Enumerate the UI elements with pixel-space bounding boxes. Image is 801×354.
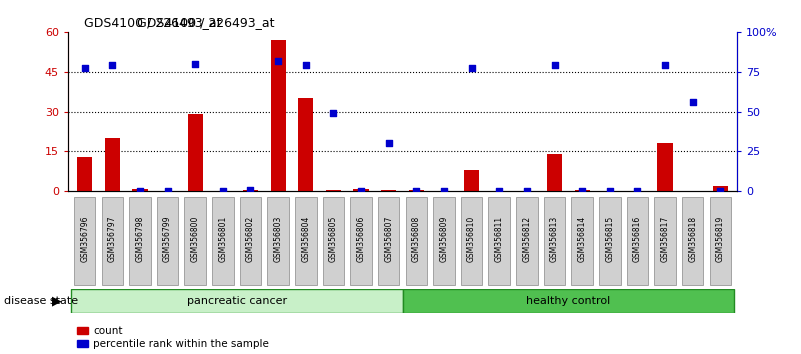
Point	[355, 188, 368, 194]
Text: healthy control: healthy control	[526, 296, 610, 306]
Text: GSM356812: GSM356812	[522, 216, 531, 262]
Text: GSM356814: GSM356814	[578, 216, 586, 262]
Point	[410, 188, 423, 194]
Point	[78, 66, 91, 72]
Point	[216, 188, 229, 194]
Point	[576, 188, 589, 194]
Text: GSM356809: GSM356809	[440, 216, 449, 262]
Bar	[132, 188, 147, 191]
Text: pancreatic cancer: pancreatic cancer	[187, 296, 287, 306]
Point	[658, 62, 671, 68]
Point	[603, 188, 616, 194]
Text: GSM356802: GSM356802	[246, 216, 255, 262]
Text: GSM356806: GSM356806	[356, 216, 365, 262]
Text: GSM356800: GSM356800	[191, 216, 199, 262]
Point	[189, 61, 202, 67]
FancyBboxPatch shape	[682, 198, 703, 285]
Text: ▶: ▶	[52, 295, 62, 307]
Bar	[353, 188, 368, 191]
FancyBboxPatch shape	[268, 198, 289, 285]
Point	[244, 187, 257, 193]
FancyBboxPatch shape	[295, 198, 316, 285]
Point	[134, 188, 147, 194]
Point	[493, 188, 505, 194]
Point	[465, 66, 478, 72]
Text: GSM356811: GSM356811	[495, 216, 504, 262]
Text: GSM356816: GSM356816	[633, 216, 642, 262]
Point	[327, 110, 340, 116]
FancyBboxPatch shape	[599, 198, 621, 285]
FancyBboxPatch shape	[461, 198, 482, 285]
FancyBboxPatch shape	[544, 198, 566, 285]
Text: GSM356797: GSM356797	[108, 216, 117, 262]
FancyBboxPatch shape	[378, 198, 400, 285]
FancyBboxPatch shape	[129, 198, 151, 285]
FancyBboxPatch shape	[350, 198, 372, 285]
FancyBboxPatch shape	[571, 198, 593, 285]
FancyBboxPatch shape	[433, 198, 455, 285]
Point	[382, 141, 395, 146]
Text: GSM356804: GSM356804	[301, 216, 310, 262]
Text: GDS4100 / 226493_at: GDS4100 / 226493_at	[137, 16, 275, 29]
Text: GSM356808: GSM356808	[412, 216, 421, 262]
FancyBboxPatch shape	[212, 198, 234, 285]
FancyBboxPatch shape	[710, 198, 731, 285]
Bar	[713, 186, 728, 191]
FancyBboxPatch shape	[626, 198, 648, 285]
Bar	[77, 156, 92, 191]
Text: GSM356817: GSM356817	[661, 216, 670, 262]
Point	[300, 62, 312, 68]
Point	[437, 188, 450, 194]
Bar	[243, 190, 258, 191]
Text: disease state: disease state	[4, 296, 78, 306]
Point	[521, 188, 533, 194]
Bar	[409, 190, 424, 191]
Legend: count, percentile rank within the sample: count, percentile rank within the sample	[74, 322, 273, 354]
Bar	[187, 114, 203, 191]
Point	[106, 62, 119, 68]
FancyBboxPatch shape	[74, 198, 95, 285]
Text: GSM356813: GSM356813	[550, 216, 559, 262]
FancyBboxPatch shape	[323, 198, 344, 285]
Bar	[105, 138, 120, 191]
FancyBboxPatch shape	[70, 289, 402, 313]
FancyBboxPatch shape	[239, 198, 261, 285]
Bar	[298, 98, 313, 191]
Text: GSM356798: GSM356798	[135, 216, 144, 262]
Text: GSM356819: GSM356819	[716, 216, 725, 262]
Point	[161, 188, 174, 194]
Text: GSM356799: GSM356799	[163, 216, 172, 262]
Bar	[658, 143, 673, 191]
Bar	[271, 40, 286, 191]
Point	[686, 99, 699, 105]
Text: GSM356807: GSM356807	[384, 216, 393, 262]
FancyBboxPatch shape	[184, 198, 206, 285]
Bar	[464, 170, 479, 191]
Text: GSM356818: GSM356818	[688, 216, 697, 262]
Text: GDS4100 / 226493_at: GDS4100 / 226493_at	[84, 16, 222, 29]
Text: GSM356801: GSM356801	[219, 216, 227, 262]
Bar	[574, 190, 590, 191]
FancyBboxPatch shape	[157, 198, 179, 285]
Text: GSM356810: GSM356810	[467, 216, 476, 262]
FancyBboxPatch shape	[516, 198, 537, 285]
Text: GSM356803: GSM356803	[274, 216, 283, 262]
FancyBboxPatch shape	[405, 198, 427, 285]
FancyBboxPatch shape	[402, 289, 735, 313]
Text: GSM356815: GSM356815	[606, 216, 614, 262]
FancyBboxPatch shape	[102, 198, 123, 285]
Bar	[381, 190, 396, 191]
FancyBboxPatch shape	[654, 198, 676, 285]
Point	[714, 188, 727, 194]
Point	[548, 62, 561, 68]
Point	[272, 58, 284, 63]
Point	[631, 188, 644, 194]
Text: GSM356805: GSM356805	[329, 216, 338, 262]
Bar	[326, 190, 341, 191]
Text: GSM356796: GSM356796	[80, 216, 89, 262]
Bar	[547, 154, 562, 191]
FancyBboxPatch shape	[489, 198, 510, 285]
